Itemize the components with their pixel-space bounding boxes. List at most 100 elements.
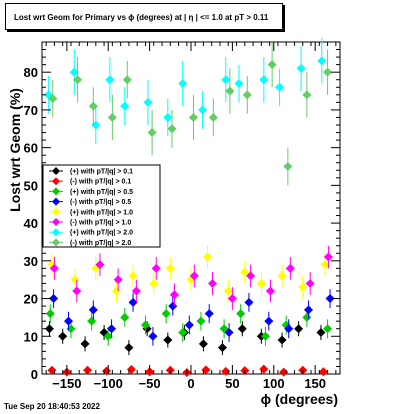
- data-point: [88, 101, 98, 111]
- datestamp: Tue Sep 20 18:40:53 2022: [4, 402, 100, 411]
- data-point: [165, 263, 175, 273]
- data-point: [178, 328, 188, 337]
- data-point: [147, 128, 157, 138]
- data-point: [317, 56, 327, 66]
- data-point: [275, 82, 285, 92]
- legend-marker: [52, 197, 60, 206]
- x-tick-label: −100: [94, 376, 123, 391]
- legend-entry-label: (+) with pT/|q| > 2.0: [70, 230, 133, 237]
- legend-entry-label: (-) with pT/|q| > 0.5: [70, 199, 131, 206]
- data-point: [169, 290, 179, 300]
- data-point: [277, 335, 287, 345]
- data-point: [73, 75, 83, 85]
- data-point: [66, 324, 76, 334]
- data-point: [178, 79, 188, 88]
- series-6: [49, 245, 333, 310]
- data-point: [283, 162, 293, 171]
- data-point: [267, 60, 277, 70]
- data-point: [201, 365, 211, 375]
- data-point: [49, 263, 59, 273]
- legend-entry-label: (-) with pT/|q| > 1.0: [70, 220, 131, 227]
- data-point: [196, 316, 206, 326]
- series-7: [44, 38, 327, 144]
- legend-box: [42, 164, 161, 248]
- data-point: [70, 275, 80, 285]
- data-point: [91, 120, 101, 130]
- legend-marker: [52, 218, 60, 226]
- y-tick-label: 60: [24, 141, 38, 156]
- data-point: [316, 328, 326, 337]
- y-tick-label: 80: [24, 65, 38, 80]
- y-axis-title: Lost wrt Geom (%): [7, 88, 23, 212]
- data-point: [246, 271, 256, 281]
- data-point: [113, 275, 123, 285]
- data-point: [105, 75, 115, 85]
- data-point: [80, 339, 90, 349]
- data-point: [148, 331, 158, 341]
- x-tick-label: 0: [187, 376, 194, 391]
- series-8: [48, 42, 333, 186]
- data-point: [264, 316, 274, 326]
- data-point: [279, 367, 289, 377]
- data-point: [208, 112, 218, 122]
- data-point: [49, 294, 59, 304]
- data-point: [198, 105, 208, 115]
- legend-entry-label: (-) with pT/|q| > 2.0: [70, 240, 131, 247]
- data-point: [151, 263, 161, 273]
- data-point: [236, 309, 246, 319]
- data-point: [120, 101, 130, 111]
- data-point: [95, 260, 105, 270]
- data-point: [221, 75, 231, 85]
- data-point: [189, 271, 199, 281]
- data-point: [45, 309, 55, 319]
- data-point: [285, 263, 295, 273]
- legend-entry-label: (+) with pT/|q| > 1.0: [70, 209, 133, 216]
- data-point: [318, 367, 328, 377]
- data-point: [225, 86, 235, 96]
- axis-ticks: −150 −100 −50 0 50 100 150 0 10 20 30 40 50 60 70 80: [24, 42, 340, 391]
- data-markers: [44, 38, 335, 377]
- data-point: [325, 294, 335, 304]
- data-point: [184, 320, 194, 330]
- y-tick-label: 30: [24, 254, 38, 269]
- data-point: [217, 343, 227, 353]
- y-tick-label: 70: [24, 103, 38, 118]
- legend-entry-label: (+) with pT/|q| > 0.1: [70, 169, 133, 176]
- data-point: [227, 294, 237, 304]
- data-point: [221, 366, 231, 376]
- data-point: [128, 271, 138, 281]
- legend-marker: [52, 228, 60, 237]
- data-point: [126, 364, 136, 374]
- data-point: [44, 324, 54, 334]
- data-point: [124, 343, 134, 353]
- y-tick-label: 10: [24, 329, 38, 344]
- data-point: [198, 339, 208, 349]
- data-point: [48, 94, 58, 104]
- x-tick-label: −150: [52, 376, 81, 391]
- data-point: [242, 90, 252, 100]
- legend-entry-label: (-) with pT/|q| > 0.1: [70, 179, 131, 186]
- data-point: [204, 309, 214, 319]
- chart-title: Lost wrt Geom for Primary vs ϕ (degrees)…: [5, 3, 283, 30]
- data-point: [122, 75, 132, 85]
- data-point: [302, 312, 312, 322]
- legend-marker: [52, 177, 60, 186]
- data-point: [143, 97, 153, 107]
- x-tick-label: 150: [304, 376, 326, 391]
- data-point: [302, 90, 312, 100]
- data-point: [72, 286, 82, 296]
- data-point: [244, 297, 254, 307]
- data-point: [259, 75, 269, 85]
- data-point: [234, 79, 244, 88]
- data-point: [69, 67, 79, 77]
- legend: (+) with pT/|q| > 0.1 (-) with pT/|q| > 0…: [42, 164, 161, 248]
- data-point: [163, 335, 173, 345]
- y-tick-label: 0: [31, 367, 38, 382]
- x-axis-title: ϕ (degrees): [261, 391, 338, 407]
- data-point: [305, 278, 315, 288]
- data-point: [259, 364, 269, 374]
- data-point: [294, 324, 304, 334]
- data-point: [284, 324, 294, 334]
- data-point: [47, 365, 57, 375]
